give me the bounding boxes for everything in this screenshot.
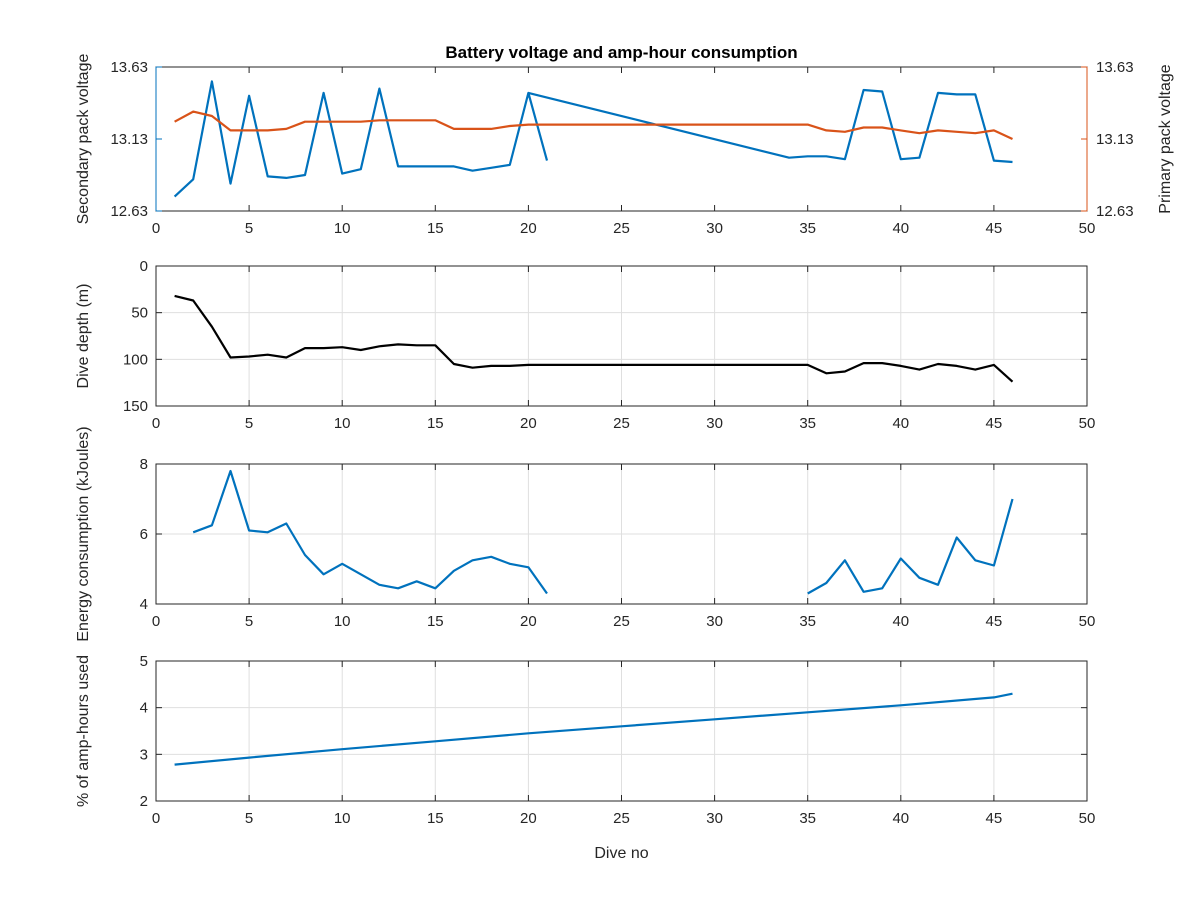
y2-tick-label: 13.13 bbox=[1096, 131, 1134, 148]
x-axis-label: Dive no bbox=[594, 845, 648, 862]
y-tick-label: 150 bbox=[123, 398, 148, 415]
x-tick-label: 0 bbox=[152, 415, 160, 432]
x-tick-label: 5 bbox=[245, 415, 253, 432]
x-tick-label: 35 bbox=[799, 810, 816, 827]
x-tick-label: 40 bbox=[892, 810, 909, 827]
x-tick-label: 30 bbox=[706, 415, 723, 432]
y-tick-label: 0 bbox=[140, 258, 148, 275]
x-tick-label: 0 bbox=[152, 613, 160, 630]
y-tick-label: 13.63 bbox=[110, 59, 148, 76]
x-tick-label: 5 bbox=[245, 220, 253, 237]
y2-axis-label: Primary pack voltage bbox=[1157, 64, 1174, 213]
x-tick-label: 45 bbox=[986, 220, 1003, 237]
x-tick-label: 30 bbox=[706, 613, 723, 630]
x-tick-label: 25 bbox=[613, 810, 630, 827]
series-line-1 bbox=[173, 80, 1013, 198]
x-tick-label: 50 bbox=[1079, 415, 1096, 432]
x-tick-label: 25 bbox=[613, 220, 630, 237]
x-tick-label: 35 bbox=[799, 613, 816, 630]
x-tick-label: 0 bbox=[152, 220, 160, 237]
x-tick-label: 40 bbox=[892, 415, 909, 432]
x-tick-label: 15 bbox=[427, 220, 444, 237]
y-tick-label: 50 bbox=[131, 305, 148, 322]
x-tick-label: 50 bbox=[1079, 220, 1096, 237]
x-tick-label: 15 bbox=[427, 415, 444, 432]
chart-title: Battery voltage and amp-hour consumption bbox=[445, 43, 797, 62]
x-tick-label: 0 bbox=[152, 810, 160, 827]
x-tick-label: 25 bbox=[613, 415, 630, 432]
x-tick-label: 15 bbox=[427, 613, 444, 630]
grid bbox=[156, 464, 1087, 604]
y-tick-label: 8 bbox=[140, 456, 148, 473]
series-line-1 bbox=[174, 294, 1014, 383]
x-tick-label: 35 bbox=[799, 415, 816, 432]
x-tick-label: 10 bbox=[334, 810, 351, 827]
x-tick-label: 5 bbox=[245, 810, 253, 827]
x-tick-label: 20 bbox=[520, 613, 537, 630]
y-axis-label: Secondary pack voltage bbox=[75, 54, 92, 225]
series-line-1 bbox=[174, 692, 1013, 766]
y-tick-label: 5 bbox=[140, 653, 148, 670]
x-tick-label: 50 bbox=[1079, 613, 1096, 630]
series-line-1 bbox=[192, 469, 1014, 595]
x-tick-label: 40 bbox=[892, 220, 909, 237]
x-tick-label: 10 bbox=[334, 613, 351, 630]
panel-2: 0 5 10 15 20 25 30 35 40 45 50 0 50 100 150 Dive depth … bbox=[75, 258, 1095, 432]
y2-tick-label: 13.63 bbox=[1096, 59, 1134, 76]
x-tick-label: 40 bbox=[892, 613, 909, 630]
series-line-2 bbox=[174, 110, 1013, 140]
y-tick-label: 6 bbox=[140, 526, 148, 543]
y-tick-label: 100 bbox=[123, 351, 148, 368]
y-tick-label: 12.63 bbox=[110, 203, 148, 220]
y-axis-label: Dive depth (m) bbox=[75, 284, 92, 389]
panel-3: 0 5 10 15 20 25 30 35 40 45 50 4 6 8 Energy consumptio… bbox=[75, 426, 1095, 641]
x-tick-label: 45 bbox=[986, 613, 1003, 630]
x-tick-label: 45 bbox=[986, 810, 1003, 827]
x-tick-label: 20 bbox=[520, 810, 537, 827]
y2-tick-label: 12.63 bbox=[1096, 203, 1134, 220]
y-tick-label: 4 bbox=[140, 700, 148, 717]
axes-box bbox=[155, 66, 1088, 212]
y-tick-label: 4 bbox=[140, 596, 148, 613]
x-tick-label: 30 bbox=[706, 220, 723, 237]
x-tick-label: 15 bbox=[427, 810, 444, 827]
x-tick-label: 20 bbox=[520, 220, 537, 237]
x-tick-label: 10 bbox=[334, 415, 351, 432]
grid bbox=[156, 266, 1087, 406]
panel-1: 0 5 10 15 20 25 30 35 40 45 5012.6313.1313.6312.63… bbox=[75, 43, 1174, 237]
y-tick-label: 13.13 bbox=[110, 131, 148, 148]
x-tick-label: 50 bbox=[1079, 810, 1096, 827]
y-axis-label: % of amp-hours used bbox=[75, 655, 92, 807]
x-tick-label: 35 bbox=[799, 220, 816, 237]
x-tick-label: 45 bbox=[986, 415, 1003, 432]
x-tick-label: 10 bbox=[334, 220, 351, 237]
y-tick-label: 3 bbox=[140, 746, 148, 763]
grid bbox=[156, 661, 1087, 801]
y-tick-label: 2 bbox=[140, 793, 148, 810]
x-tick-label: 25 bbox=[613, 613, 630, 630]
x-tick-label: 30 bbox=[706, 810, 723, 827]
y-axis-label: Energy consumption (kJoules) bbox=[75, 426, 92, 641]
x-tick-label: 20 bbox=[520, 415, 537, 432]
x-tick-label: 5 bbox=[245, 613, 253, 630]
